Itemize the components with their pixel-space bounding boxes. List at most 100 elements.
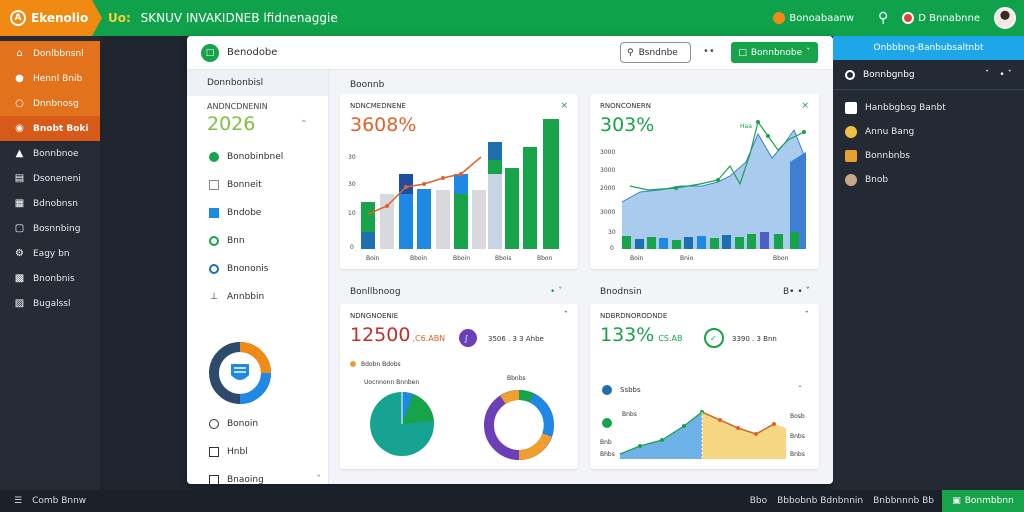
brand[interactable]: A Ekenolio [0, 0, 102, 36]
card-value: 303% [600, 114, 655, 136]
secondary-value: 3506 . 3 3 Ahbe [488, 335, 544, 343]
filter-item-9[interactable]: Bnaoing ˇ [187, 466, 329, 484]
filter-item-1[interactable]: Bonobinbnel [187, 143, 328, 171]
more-button[interactable]: •• [703, 46, 715, 57]
settings-icon[interactable]: • ˇ [999, 69, 1012, 80]
tick-label: Bhbs [600, 451, 615, 458]
sidebar-item-1[interactable]: ⌂ Donlbbnsnl [0, 41, 100, 66]
sidebar-item-9[interactable]: ⚙ Eagy bn [15, 248, 70, 259]
bottom-action-button[interactable]: ▣ Bonmbbnn [942, 490, 1024, 512]
x-label: Bboin [453, 255, 470, 262]
filter-item-6[interactable]: ⊥ Annbbin [210, 292, 265, 302]
filter-item-7[interactable]: Bonoin [187, 410, 329, 438]
tick-label: Bosb [790, 413, 805, 420]
close-icon[interactable]: × [801, 101, 809, 111]
top-right: Bonoabaanw ⚲ D Bnnabnne [773, 0, 1016, 36]
bar-chart: 30 30 10 0 Boin Bboin Bb [348, 119, 559, 262]
chevron-down-icon[interactable]: • ˇ [550, 287, 563, 297]
filter-item-8[interactable]: Hnbl [187, 438, 329, 466]
svg-text:ˇ: ˇ [798, 384, 802, 394]
tick-label: 30 [608, 229, 616, 236]
top-title: Uo: SKNUV INVAKIDNEB lfidnenaggie [108, 11, 338, 25]
right-panel-item-3[interactable]: Bonnbnbs [833, 144, 1024, 168]
filter-item-3[interactable]: Bndobe [187, 199, 328, 227]
area-chart: Haa 3000 3000 2000 3000 30 0 Boin Bnio B… [600, 120, 807, 262]
right-panel-item-2[interactable]: Annu Bang [833, 120, 1024, 144]
user-menu-1[interactable]: Bonoabaanw [773, 12, 854, 24]
add-icon: □ [738, 47, 747, 58]
card-label: RNONCONERN [600, 102, 652, 110]
primary-button[interactable]: □ Bonnbnobe ˇ [731, 42, 818, 63]
x-label: Boin [630, 255, 643, 262]
x-label: Bbois [495, 255, 511, 262]
sidebar-item-11[interactable]: ▨ Bugalssl [14, 298, 71, 309]
window-logo-icon: □ [201, 43, 219, 62]
right-panel-subheader[interactable]: Bonnbgnbg ˇ • ˇ [833, 60, 1024, 90]
right-panel-item-1[interactable]: Hanbbgbsg Banbt [833, 96, 1024, 120]
line-area-chart: ✓ 3390 . 3 Bnn Ssbbs ˇ Bnbs Bosb Bnbs Bn… [600, 328, 805, 459]
shield-donut-icon [209, 342, 271, 404]
sidebar-item-7[interactable]: ▦ Bdnobnsn [14, 198, 78, 209]
chevron-down-icon: ˇ [806, 47, 811, 58]
donut-label: Bbnbs [507, 375, 526, 382]
search-icon[interactable]: ⚲ [878, 10, 889, 26]
filter-item-2[interactable]: Bonneit [187, 171, 328, 199]
sidebar-item-4[interactable]: ◉ Bnobt Boki [0, 116, 100, 141]
card-value: 133% CS.AB [600, 324, 683, 346]
close-icon[interactable]: × [560, 101, 568, 111]
right-panel-item-4[interactable]: Bnob [833, 168, 1024, 192]
sidebar-item-2[interactable]: ● Hennl Bnib [0, 66, 100, 91]
radio-icon [845, 69, 855, 80]
x-label: Bbon [773, 255, 789, 262]
menu-icon: ☰ [14, 496, 23, 506]
section-right-control[interactable]: B• • ˇ [783, 287, 811, 297]
sidebar-item-5[interactable]: ▲ Bonnbnoe [15, 148, 79, 159]
card-value: 3608% [350, 114, 417, 136]
x-label: Bnio [680, 255, 694, 262]
filter-item-5[interactable]: Bnononis [187, 255, 328, 283]
puzzle-icon: ▩ [14, 273, 25, 284]
green-dot-icon [209, 152, 219, 162]
square-icon [209, 208, 219, 218]
top-title-text: SKNUV INVAKIDNEB lfidnenaggie [140, 11, 338, 25]
chevron-icon[interactable]: ˇ [563, 311, 569, 321]
x-label: Bboin [410, 255, 427, 262]
pie-label: Uocnnonn Bnnben [364, 379, 419, 386]
row-label: Ssbbs [620, 386, 641, 394]
tick-label: Bnbs [622, 411, 637, 418]
sidebar-item-6[interactable]: ▤ Dsoneneni [14, 173, 81, 184]
pie-charts: ∫ 3506 . 3 3 Ahbe Bdobn Bdobs Uocnnonn B… [350, 329, 554, 460]
secondary-value: 3390 . 3 Bnn [732, 335, 777, 343]
year-select[interactable]: 2026 ⌃ [207, 113, 308, 135]
tick-label: 2000 [600, 185, 615, 192]
content-title: Boonnb [350, 80, 385, 90]
card-pie-chart: NDNGNOENIE ˇ 12500 ,C6.ABN ∫ 3506 . 3 3 A… [340, 304, 578, 469]
card-label: NDNCMEDNENE [350, 102, 406, 110]
circle-icon [209, 236, 219, 246]
legend: Bdobn Bdobs [361, 361, 401, 368]
card-label: NDNGNOENIE [350, 312, 399, 320]
search-box[interactable]: ⚲ Bsndnbe [620, 42, 691, 63]
user-icon [845, 126, 857, 138]
avatar[interactable] [994, 7, 1016, 29]
sidebar-item-8[interactable]: ▢ Bosnnbing [14, 223, 81, 234]
grid-icon: ▦ [14, 198, 25, 209]
right-panel: Onbbbng-Banbubsaltnbt Bonnbgnbg ˇ • ˇ Han… [833, 36, 1024, 490]
section-title-left: Bonllbnoog [350, 287, 401, 297]
sidebar-item-10[interactable]: ▩ Bnonbnis [14, 273, 75, 284]
bottom-left[interactable]: ☰ Comb Bnnw [14, 496, 87, 506]
chevron-icon[interactable]: ˇ [804, 311, 810, 321]
bookmark-icon [845, 150, 857, 162]
tag-icon: ◉ [15, 123, 24, 134]
printer-icon: ⊥ [210, 292, 218, 302]
filter-item-4[interactable]: Bnn [187, 227, 328, 255]
filter-title: Donnbonbisl [187, 70, 328, 96]
card-label: NDBRDNORODNDE [600, 312, 668, 320]
bottom-bar: ☰ Comb Bnnw Bbo Bbbobnb Bdnbnnin Bnbbnnn… [0, 490, 1024, 512]
tick-label: 10 [348, 210, 356, 217]
tick-label: Bnbs [790, 433, 805, 440]
filter-bottom-list: Bonoin Hnbl Bnaoing ˇ [187, 410, 329, 484]
window-header: □ Benodobe ⚲ Bsndnbe •• □ Bonnbnobe ˇ [187, 36, 833, 70]
sidebar-item-3[interactable]: ○ Dnnbnosg [0, 91, 100, 116]
user-menu-2[interactable]: D Bnnabnne [902, 12, 980, 24]
